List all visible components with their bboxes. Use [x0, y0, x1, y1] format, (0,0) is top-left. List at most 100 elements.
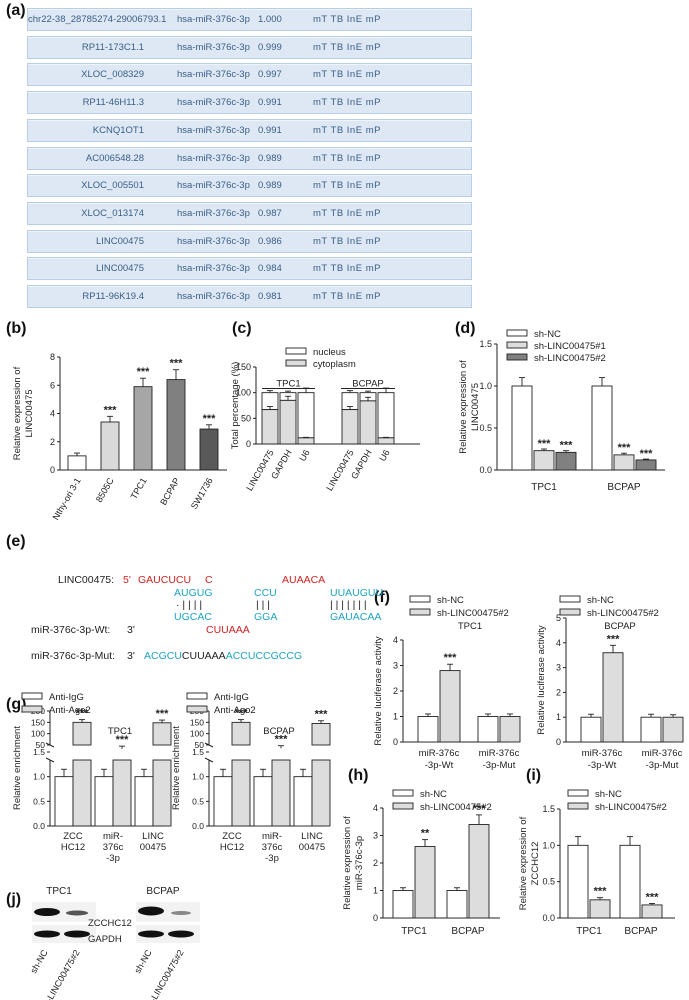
- significance-mark: ***: [76, 708, 90, 720]
- method-tags: mT TB InE mP: [313, 97, 381, 109]
- x-tick-label: -3p: [265, 853, 279, 864]
- x-tick-label: -3p-Mut: [646, 760, 679, 771]
- legend-label: nucleus: [313, 347, 346, 358]
- table-row: LINC00475 hsa-miR-376c-3p 0.984 mT TB InE m…: [27, 257, 472, 281]
- bar: [468, 824, 490, 919]
- y-tick-label: 50: [241, 413, 251, 423]
- mirna-name: hsa-miR-376c-3p: [177, 263, 250, 275]
- y-axis-label: LINC00475: [24, 389, 35, 437]
- x-tick-label: -3p: [106, 853, 120, 864]
- x-tick-label: LINC: [142, 831, 164, 842]
- bar: [67, 455, 87, 471]
- method-tags: mT TB InE mP: [313, 124, 381, 136]
- mut-3prime: 3': [127, 650, 135, 662]
- table-row: AC006548.28 hsa-miR-376c-3p 0.989 mT TB InE…: [27, 146, 472, 170]
- lncrna-name: XLOC_008329: [81, 69, 144, 81]
- chart-title: TPC1: [458, 621, 482, 632]
- y-tick-label: 0.5: [33, 796, 45, 806]
- y-tick-label: 4: [556, 638, 561, 648]
- significance-mark: ***: [646, 891, 660, 903]
- x-tick-label: BCPAP: [607, 482, 640, 493]
- blot-strip: [32, 902, 96, 922]
- method-tags: mT TB InE mP: [313, 235, 381, 247]
- y-tick-label: 0.0: [33, 821, 45, 831]
- legend-label: Anti-Ago2: [214, 705, 256, 716]
- y-tick-label: 0.5: [542, 877, 555, 887]
- axis-break: [45, 757, 55, 763]
- table-row: RP11-96K19.4 hsa-miR-376c-3p 0.981 mT TB In…: [27, 285, 472, 308]
- bar: [602, 652, 624, 743]
- bar: [311, 759, 331, 827]
- method-tags: mT TB InE mP: [313, 14, 381, 25]
- pair-bars1: · | | | |: [176, 599, 203, 611]
- mut-label: miR-376c-3p-Mut:: [31, 650, 116, 662]
- bar: [635, 459, 657, 471]
- score-value: 0.999: [258, 41, 282, 53]
- bar-cytoplasm: [377, 392, 395, 439]
- panel-label-i: (i): [526, 767, 542, 784]
- mirna-name: hsa-miR-376c-3p: [177, 291, 250, 302]
- significance-mark: ***: [116, 734, 130, 746]
- bar: [619, 844, 641, 919]
- blot-band: [64, 930, 90, 938]
- x-tick-label: miR-376c: [642, 748, 683, 759]
- y-tick-label: 8: [50, 352, 55, 362]
- table-row: LINC00475 hsa-miR-376c-3p 0.986 mT TB InE m…: [27, 229, 472, 253]
- bar-cytoplasm: [297, 392, 315, 439]
- x-tick-label: TPC1: [401, 926, 427, 937]
- bar: [591, 385, 613, 471]
- score-value: 0.987: [258, 207, 282, 219]
- y-tick-label: 1.5: [542, 804, 555, 814]
- bar-nucleus: [261, 409, 279, 445]
- significance-mark: ***: [137, 366, 151, 378]
- bar-nucleus: [341, 409, 359, 445]
- bar: [567, 844, 589, 919]
- legend-label: sh-LINC00475#1: [534, 341, 606, 352]
- wt-loop: CUUAAA: [206, 624, 250, 636]
- score-value: 0.997: [258, 69, 282, 81]
- blot-band: [34, 930, 60, 938]
- y-tick-label: 0: [556, 737, 561, 747]
- bot-seg1: UGCAC: [174, 611, 212, 623]
- score-value: 0.981: [258, 291, 282, 302]
- x-tick-label: 376c: [103, 842, 124, 853]
- x-tick-label: -3p-Mut: [483, 760, 516, 771]
- y-tick-label: 0.0: [479, 465, 492, 475]
- panel-label-e: (e): [6, 533, 26, 550]
- mirna-name: hsa-miR-376c-3p: [177, 69, 250, 81]
- legend-swatch: [559, 608, 581, 616]
- bar: [662, 716, 684, 743]
- panel-label-j: (j): [6, 891, 22, 908]
- x-tick-label: ZCC: [63, 831, 83, 842]
- bot-seg2: GGA: [254, 611, 278, 623]
- linc-seg3: AUAACA: [282, 574, 326, 586]
- y-tick-label: 1.0: [542, 840, 555, 850]
- y-axis-label: Total percentage (%): [230, 362, 241, 450]
- y-tick-label: 4: [373, 803, 378, 813]
- y-tick-label: 0.5: [479, 423, 492, 433]
- y-axis-label: Relative expression of: [518, 816, 529, 910]
- legend-label: sh-NC: [534, 329, 561, 340]
- score-value: 1.000: [258, 14, 282, 25]
- significance-mark: ***: [104, 404, 118, 416]
- y-axis-label: LINC00475: [470, 383, 481, 431]
- blot-band: [171, 911, 191, 915]
- legend-label: Anti-Ago2: [49, 705, 91, 716]
- bot-seg3: GAUACAA: [330, 611, 382, 623]
- x-tick-label: BCPAP: [451, 926, 484, 937]
- mirna-name: hsa-miR-376c-3p: [177, 180, 250, 192]
- legend-swatch: [506, 341, 528, 349]
- y-tick-label: 1.0: [192, 772, 204, 782]
- bar: [112, 759, 132, 827]
- method-tags: mT TB InE mP: [313, 41, 381, 53]
- legend-swatch: [285, 347, 307, 355]
- blot-band: [138, 930, 164, 938]
- bar: [100, 421, 120, 471]
- score-value: 0.991: [258, 124, 282, 136]
- score-value: 0.989: [258, 180, 282, 192]
- bar: [311, 723, 331, 746]
- table-row: XLOC_008329 hsa-miR-376c-3p 0.997 mT TB InE…: [27, 63, 472, 87]
- blot-band: [168, 930, 194, 938]
- y-tick-label: 100: [236, 388, 251, 398]
